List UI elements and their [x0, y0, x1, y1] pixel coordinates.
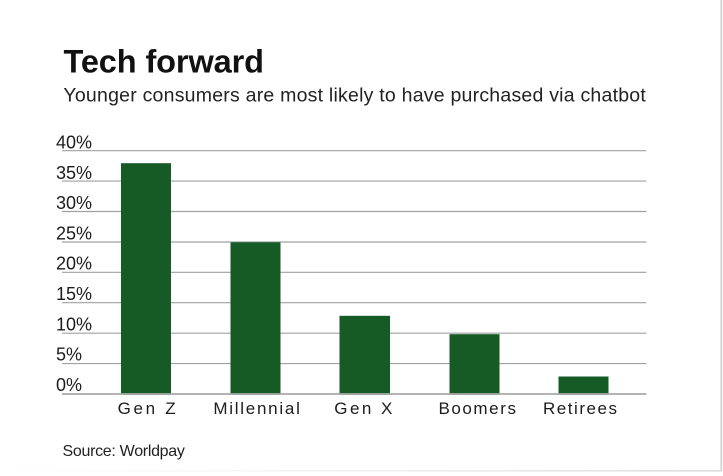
svg-text:Source: Worldpay: Source: Worldpay: [63, 443, 185, 460]
svg-text:40%: 40%: [56, 133, 92, 153]
svg-text:20%: 20%: [56, 254, 92, 274]
svg-text:0%: 0%: [56, 375, 82, 395]
svg-text:15%: 15%: [56, 284, 92, 304]
svg-text:30%: 30%: [56, 193, 92, 213]
svg-text:Retirees: Retirees: [543, 399, 617, 418]
svg-text:25%: 25%: [56, 223, 92, 243]
svg-text:35%: 35%: [56, 163, 92, 183]
svg-text:Tech forward: Tech forward: [64, 44, 265, 80]
svg-text:Gen X: Gen X: [334, 399, 392, 418]
svg-text:Younger consumers are most lik: Younger consumers are most likely to hav…: [63, 84, 646, 106]
svg-text:10%: 10%: [56, 314, 92, 334]
svg-text:5%: 5%: [56, 345, 82, 365]
svg-text:Boomers: Boomers: [438, 399, 516, 418]
svg-text:Millennial: Millennial: [213, 399, 300, 418]
svg-text:Gen Z: Gen Z: [118, 399, 176, 418]
